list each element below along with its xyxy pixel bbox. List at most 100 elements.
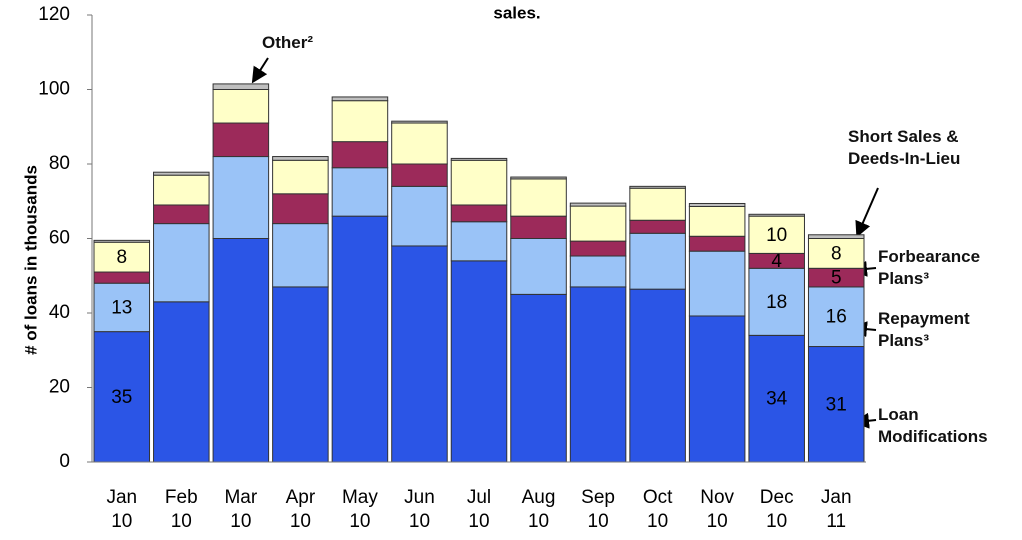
bar-segment <box>153 301 210 463</box>
bar-segment <box>212 122 270 158</box>
x-tick-label: Dec 10 <box>760 487 794 532</box>
x-tick-label: Nov 10 <box>700 487 734 532</box>
bar-segment <box>510 215 567 239</box>
x-tick-label: Jan 11 <box>821 487 852 532</box>
bar-segment <box>391 245 448 463</box>
data-label: 16 <box>826 307 847 328</box>
legend-label: Other² <box>262 33 313 52</box>
bar-segment <box>688 235 746 252</box>
bar-segment <box>569 240 627 257</box>
bar-segment <box>212 156 270 239</box>
bar-segment <box>629 185 686 189</box>
bar-segment <box>629 288 686 463</box>
bar-segment <box>510 178 567 217</box>
x-tick-label: Oct 10 <box>643 487 673 532</box>
y-axis-label: # of loans in thousands <box>21 165 40 355</box>
y-tick-label: 100 <box>38 79 70 100</box>
bar-segment <box>391 122 448 165</box>
bar-segment <box>629 232 686 290</box>
bar-segment <box>93 331 151 463</box>
x-tick-label: Jun 10 <box>404 487 435 532</box>
bar-segment <box>153 171 210 176</box>
bar-segment <box>688 315 746 463</box>
x-tick-label: Jul 10 <box>467 487 491 532</box>
bar-segment <box>93 271 151 284</box>
bar-segment <box>688 202 746 207</box>
legend-label: Forbearance Plans³ <box>878 247 981 288</box>
legend-label: Repayment Plans³ <box>878 309 970 350</box>
bar-segment <box>510 238 567 295</box>
bar-segment <box>450 204 508 223</box>
bar-segment <box>510 176 567 180</box>
y-tick-label: 40 <box>49 302 70 323</box>
bar-segment <box>212 83 270 90</box>
bar-segment <box>272 156 329 161</box>
bar-segment <box>748 215 805 254</box>
bar-segment <box>569 202 627 207</box>
bar-segment <box>153 223 210 303</box>
bar-segment <box>331 141 389 169</box>
y-tick-label: 120 <box>38 4 70 25</box>
data-label: 35 <box>111 387 132 408</box>
x-tick-label: Apr 10 <box>286 487 316 532</box>
bar-segment <box>629 219 686 234</box>
bar-segment <box>93 239 151 243</box>
data-label: 5 <box>831 268 842 289</box>
y-tick-label: 20 <box>49 377 70 398</box>
bar-segment <box>450 157 508 161</box>
x-tick-label: Feb 10 <box>165 487 198 532</box>
bar-segment <box>569 286 627 463</box>
bar-segment <box>153 174 210 206</box>
bar-segment <box>212 238 270 463</box>
bar-segment <box>93 282 151 333</box>
data-label: 4 <box>771 251 782 272</box>
bar-segment <box>688 250 746 317</box>
x-tick-label: May 10 <box>342 487 378 532</box>
bar-segment <box>510 293 567 463</box>
bar-segment <box>272 223 329 288</box>
bar-segment <box>629 187 686 221</box>
bar-segment <box>450 260 508 463</box>
bar-segment <box>569 205 627 242</box>
y-tick-label: 0 <box>59 451 70 472</box>
x-tick-label: Aug 10 <box>522 487 556 532</box>
x-tick-label: Sep 10 <box>581 487 615 532</box>
bar-segment <box>688 205 746 237</box>
data-label: 31 <box>826 394 847 415</box>
x-tick-label: Mar 10 <box>224 487 257 532</box>
bar-segment <box>272 286 329 463</box>
bar-segment <box>272 193 329 225</box>
bar-segment <box>450 159 508 206</box>
legend-label: Short Sales & Deeds-In-Lieu <box>848 127 961 168</box>
bar-segment <box>748 213 805 217</box>
bar-segment <box>391 120 448 124</box>
legend-label: Loan Modifications <box>878 405 988 446</box>
bar-segment <box>212 89 270 124</box>
y-tick-label: 80 <box>49 153 70 174</box>
y-tick-label: 60 <box>49 228 70 249</box>
bar-segment <box>153 204 210 225</box>
bar-segment <box>331 100 389 143</box>
data-label: 8 <box>116 247 127 268</box>
data-label: 10 <box>766 225 787 246</box>
bar-segment <box>748 267 805 336</box>
bar-segment <box>331 96 389 102</box>
bar-segment <box>450 221 508 262</box>
bar-segment <box>272 159 329 195</box>
data-label: 8 <box>831 243 842 264</box>
bar-segment <box>807 286 865 348</box>
bar-segment <box>569 255 627 288</box>
bar-segment <box>93 241 151 273</box>
bar-segment <box>331 215 389 463</box>
data-label: 18 <box>766 292 787 313</box>
bar-segment <box>807 234 865 239</box>
data-label: 13 <box>111 297 132 318</box>
bar-segment <box>391 163 448 187</box>
bar-segment <box>391 185 448 247</box>
annotation-arrows <box>251 57 879 429</box>
chart-title: sales. <box>493 3 540 22</box>
bar-segment <box>331 167 389 217</box>
data-label: 34 <box>766 389 788 410</box>
